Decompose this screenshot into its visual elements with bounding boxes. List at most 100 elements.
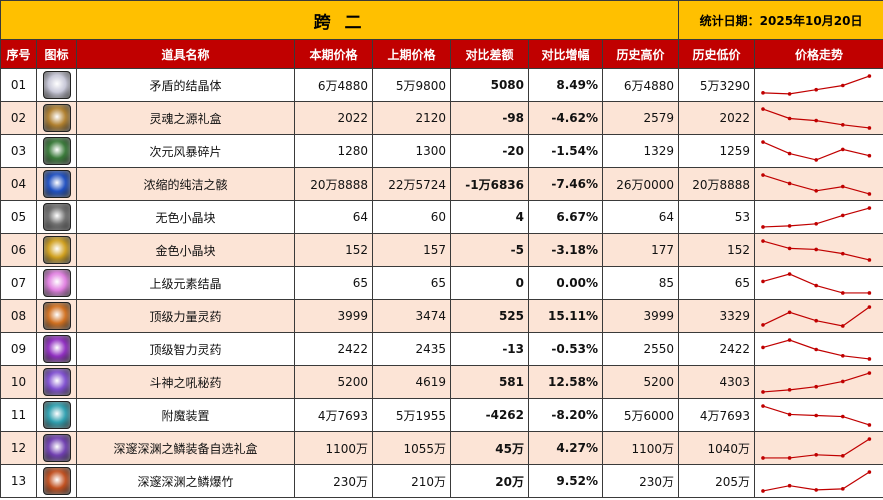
row-index: 01 bbox=[0, 68, 37, 102]
item-name: 上级元素结晶 bbox=[76, 266, 295, 300]
trend-cell bbox=[754, 200, 883, 234]
history-high: 5200 bbox=[601, 365, 680, 399]
trend-point bbox=[761, 403, 765, 408]
row-index: 02 bbox=[0, 101, 37, 135]
trend-point bbox=[761, 455, 765, 460]
row-icon-cell bbox=[36, 68, 77, 102]
trend-point bbox=[841, 122, 845, 127]
history-high: 2550 bbox=[601, 332, 680, 366]
current-price: 5200 bbox=[294, 365, 373, 399]
history-low: 4万7693 bbox=[678, 398, 756, 432]
history-low: 2422 bbox=[678, 332, 756, 366]
gold-cube-icon bbox=[42, 236, 71, 264]
header-high: 历史高价 bbox=[601, 39, 680, 69]
trend-point bbox=[841, 323, 845, 328]
history-high: 230万 bbox=[601, 464, 680, 498]
trend-point bbox=[867, 370, 872, 375]
table-row: 06 金色小晶块 152 157 -5 -3.18% 177 152 bbox=[0, 233, 883, 267]
history-high: 2579 bbox=[601, 101, 680, 135]
trend-point bbox=[787, 181, 792, 185]
history-low: 205万 bbox=[678, 464, 756, 498]
current-price: 1280 bbox=[294, 134, 373, 168]
trend-sparkline bbox=[761, 403, 872, 427]
row-index: 09 bbox=[0, 332, 37, 366]
row-icon-cell bbox=[36, 365, 77, 399]
current-price: 230万 bbox=[294, 464, 373, 498]
stat-date: 统计日期：2025年10月20日 bbox=[678, 0, 883, 40]
price-pct: -1.54% bbox=[528, 134, 603, 168]
trend-line bbox=[762, 107, 870, 129]
history-high: 5万6000 bbox=[601, 398, 680, 432]
trend-point bbox=[787, 223, 792, 228]
trend-sparkline bbox=[761, 436, 872, 460]
header-trend: 价格走势 bbox=[754, 39, 883, 69]
row-index: 04 bbox=[0, 167, 37, 201]
header-name: 道具名称 bbox=[76, 39, 295, 69]
history-low: 20万8888 bbox=[678, 167, 756, 201]
table-row: 05 无色小晶块 64 60 4 6.67% 64 53 bbox=[0, 200, 883, 234]
element-crystal-icon bbox=[42, 269, 71, 297]
row-icon-cell bbox=[36, 167, 77, 201]
storm-shard-icon bbox=[42, 137, 71, 165]
row-index: 05 bbox=[0, 200, 37, 234]
table-row: 08 顶级力量灵药 3999 3474 525 15.11% 3999 3329 bbox=[0, 299, 883, 333]
diamond-crystal-icon bbox=[42, 71, 71, 99]
history-low: 152 bbox=[678, 233, 756, 267]
table-row: 10 斗神之吼秘药 5200 4619 581 12.58% 5200 4303 bbox=[0, 365, 883, 399]
item-name: 灵魂之源礼盒 bbox=[76, 101, 295, 135]
trend-point bbox=[867, 191, 872, 196]
previous-price: 5万9800 bbox=[372, 68, 451, 102]
trend-point bbox=[814, 157, 819, 162]
history-high: 1100万 bbox=[601, 431, 680, 465]
trend-point bbox=[814, 188, 819, 193]
price-diff: 0 bbox=[450, 266, 529, 300]
item-name: 浓缩的纯洁之骸 bbox=[76, 167, 295, 201]
current-price: 65 bbox=[294, 266, 373, 300]
history-high: 177 bbox=[601, 233, 680, 267]
previous-price: 3474 bbox=[372, 299, 451, 333]
trend-point bbox=[841, 251, 845, 255]
row-icon-cell bbox=[36, 332, 77, 366]
row-index: 08 bbox=[0, 299, 37, 333]
trend-point bbox=[841, 290, 845, 295]
previous-price: 4619 bbox=[372, 365, 451, 399]
trend-point bbox=[814, 318, 819, 322]
row-index: 11 bbox=[0, 398, 37, 432]
trend-point bbox=[867, 422, 872, 427]
trend-sparkline bbox=[761, 271, 872, 295]
trend-point bbox=[787, 91, 792, 96]
header-pct: 对比增幅 bbox=[528, 39, 603, 69]
trend-cell bbox=[754, 431, 883, 465]
price-pct: -8.20% bbox=[528, 398, 603, 432]
item-name: 次元风暴碎片 bbox=[76, 134, 295, 168]
trend-cell bbox=[754, 398, 883, 432]
history-low: 65 bbox=[678, 266, 756, 300]
previous-price: 2435 bbox=[372, 332, 451, 366]
trend-point bbox=[787, 246, 792, 250]
current-price: 6万4880 bbox=[294, 68, 373, 102]
power-potion-icon bbox=[42, 302, 71, 330]
price-diff: -5 bbox=[450, 233, 529, 267]
trend-sparkline bbox=[761, 205, 872, 229]
trend-point bbox=[867, 73, 872, 78]
trend-point bbox=[841, 83, 845, 87]
price-pct: 9.52% bbox=[528, 464, 603, 498]
previous-price: 5万1955 bbox=[372, 398, 451, 432]
previous-price: 2120 bbox=[372, 101, 451, 135]
current-price: 20万8888 bbox=[294, 167, 373, 201]
row-icon-cell bbox=[36, 464, 77, 498]
trend-cell bbox=[754, 299, 883, 333]
table-row: 03 次元风暴碎片 1280 1300 -20 -1.54% 1329 1259 bbox=[0, 134, 883, 168]
row-index: 13 bbox=[0, 464, 37, 498]
table-row: 02 灵魂之源礼盒 2022 2120 -98 -4.62% 2579 2022 bbox=[0, 101, 883, 135]
price-diff: -1万6836 bbox=[450, 167, 529, 201]
trend-point bbox=[814, 347, 819, 351]
price-pct: 0.00% bbox=[528, 266, 603, 300]
table-row: 04 浓缩的纯洁之骸 20万8888 22万5724 -1万6836 -7.46% 26万0… bbox=[0, 167, 883, 201]
current-price: 4万7693 bbox=[294, 398, 373, 432]
header-diff: 对比差额 bbox=[450, 39, 529, 69]
row-icon-cell bbox=[36, 266, 77, 300]
price-diff: -13 bbox=[450, 332, 529, 366]
trend-cell bbox=[754, 68, 883, 102]
